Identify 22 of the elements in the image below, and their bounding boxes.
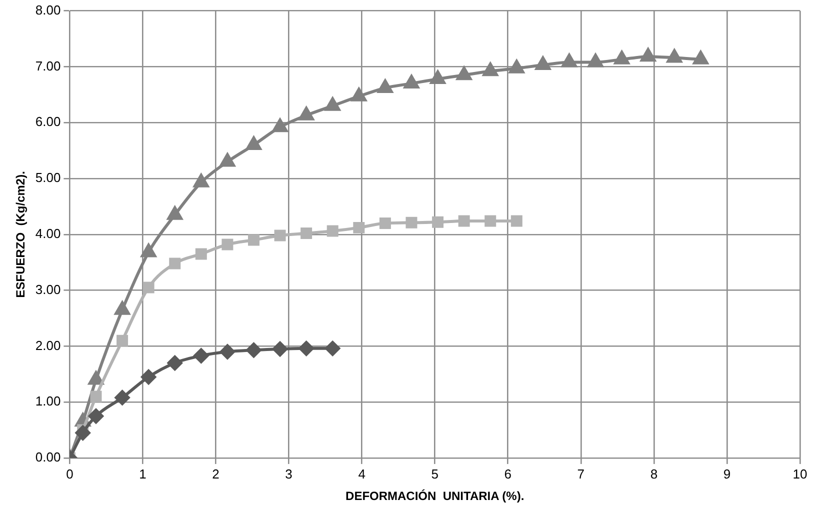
x-tick-label: 7	[577, 466, 585, 482]
x-tick-label: 8	[650, 466, 658, 482]
x-tick-label: 3	[285, 466, 292, 482]
y-tick-label: 7.00	[35, 58, 61, 74]
x-tick-label: 9	[723, 466, 731, 482]
y-axis-title: ESFUERZO (Kg/cm2).	[14, 171, 28, 298]
y-tick-label: 5.00	[35, 170, 61, 186]
x-tick-label: 2	[212, 466, 220, 482]
y-tick-label: 0.00	[35, 450, 61, 465]
x-tick-label: 0	[66, 466, 74, 482]
x-tick-label: 5	[431, 466, 438, 482]
y-tick-label: 1.00	[35, 394, 61, 409]
x-tick-label: 6	[504, 466, 512, 482]
x-tick-label: 10	[792, 466, 808, 482]
x-tick-label: 4	[358, 466, 366, 482]
x-tick-label: 1	[139, 466, 146, 482]
y-tick-label: 2.00	[35, 338, 61, 353]
y-tick-label: 4.00	[35, 226, 61, 241]
y-tick-label: 3.00	[35, 282, 61, 297]
y-tick-label: 6.00	[35, 114, 61, 130]
y-tick-label: 8.00	[35, 2, 61, 18]
x-axis-title: DEFORMACIÓN UNITARIA (%).	[346, 489, 524, 504]
